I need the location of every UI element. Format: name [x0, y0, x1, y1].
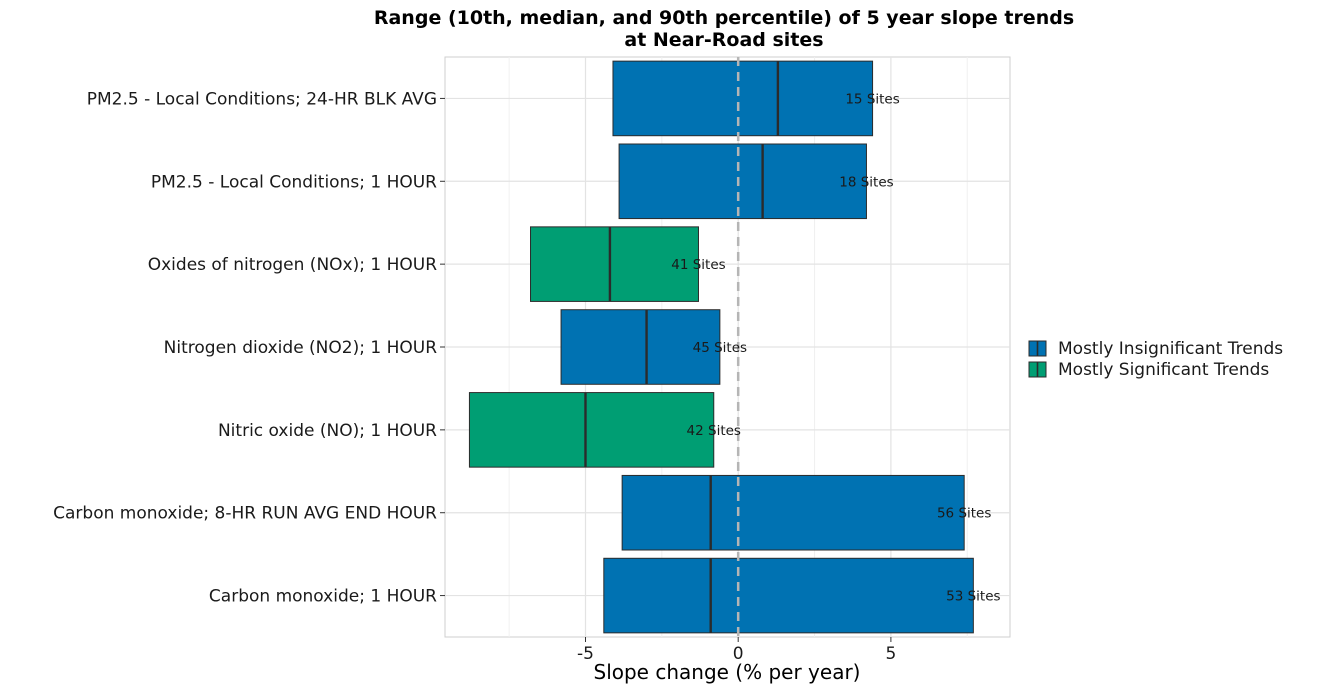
range-bar: [468, 392, 715, 468]
category-label: Oxides of nitrogen (NOx); 1 HOUR: [148, 255, 437, 275]
range-bar: [530, 226, 699, 302]
category-label: PM2.5 - Local Conditions; 1 HOUR: [151, 172, 437, 192]
site-count-label: 18 Sites: [839, 174, 893, 190]
x-tick-label: -5: [577, 644, 594, 664]
category-label: Carbon monoxide; 8-HR RUN AVG END HOUR: [53, 504, 437, 524]
category-label: Nitrogen dioxide (NO2); 1 HOUR: [164, 338, 438, 358]
range-bar: [621, 474, 965, 551]
x-axis-title: Slope change (% per year): [594, 660, 861, 684]
x-axis-ticks: -5 0 5: [577, 637, 896, 664]
x-tick-label: 5: [885, 644, 896, 664]
legend-label: Mostly Significant Trends: [1058, 360, 1269, 380]
site-count-label: 15 Sites: [845, 91, 899, 107]
range-bar: [618, 143, 867, 220]
site-count-label: 42 Sites: [687, 423, 741, 439]
range-bar: [560, 309, 721, 385]
site-count-labels: 15 Sites 18 Sites 41 Sites 45 Sites 42 Sites…: [671, 91, 1000, 604]
site-count-label: 45 Sites: [693, 340, 747, 356]
site-count-label: 56 Sites: [937, 506, 991, 522]
range-bar: [612, 60, 874, 137]
bars: [468, 60, 974, 634]
y-axis-labels: PM2.5 - Local Conditions; 24-HR BLK AVG P…: [53, 89, 445, 607]
legend-label: Mostly Insignificant Trends: [1058, 339, 1283, 359]
chart-title: Range (10th, median, and 90th percentile…: [374, 7, 1074, 29]
category-label: PM2.5 - Local Conditions; 24-HR BLK AVG: [87, 89, 437, 109]
site-count-label: 41 Sites: [671, 257, 725, 273]
chart-subtitle: at Near-Road sites: [624, 29, 823, 51]
category-label: Nitric oxide (NO); 1 HOUR: [218, 421, 437, 441]
range-bar: [603, 557, 974, 634]
site-count-label: 53 Sites: [946, 589, 1000, 605]
x-tick-label: 0: [733, 644, 744, 664]
category-label: Carbon monoxide; 1 HOUR: [209, 587, 437, 607]
